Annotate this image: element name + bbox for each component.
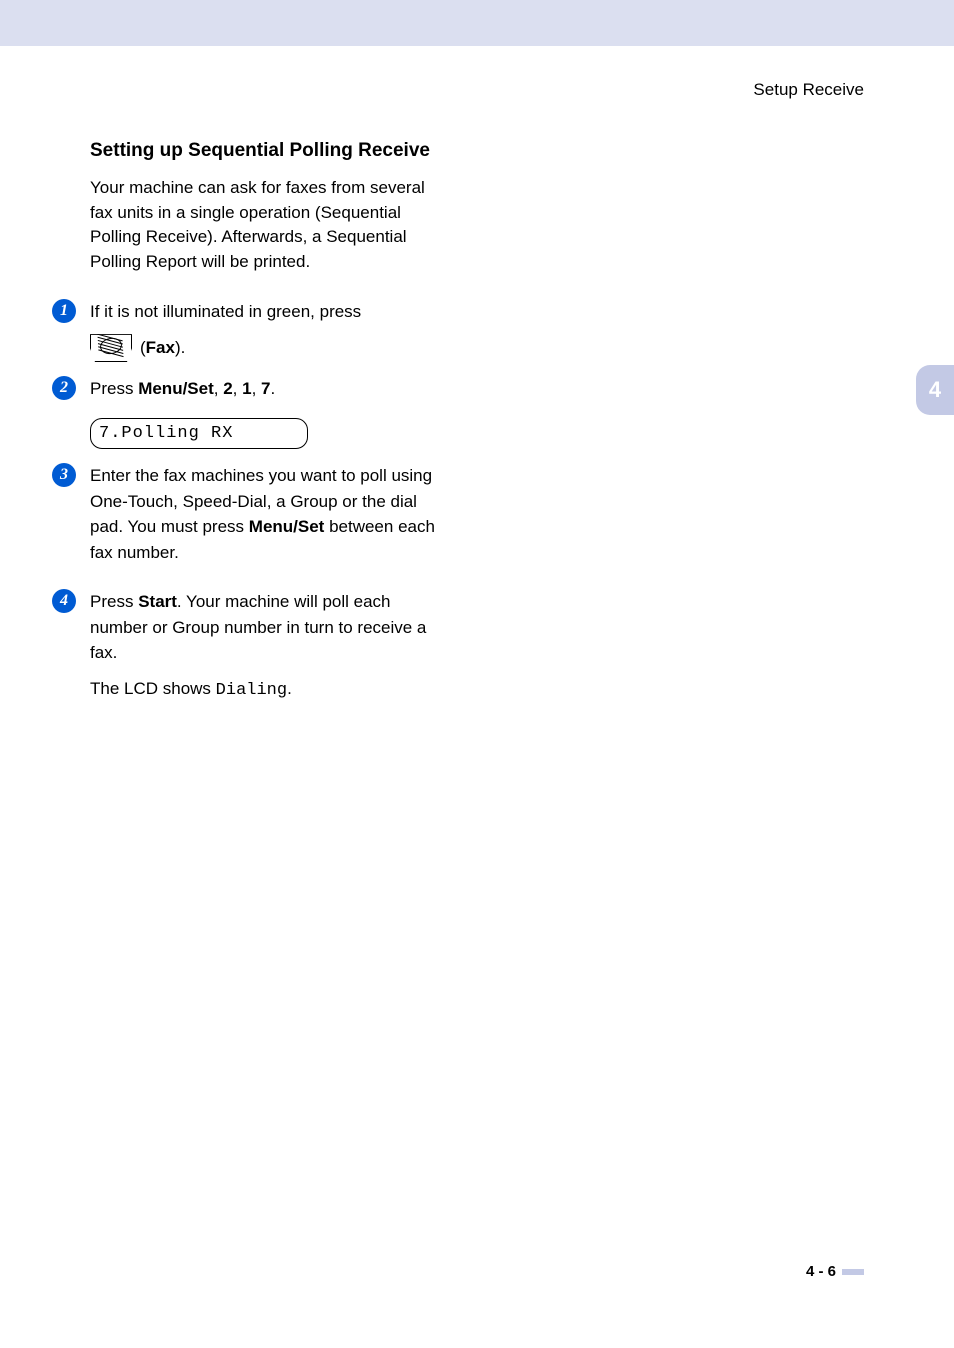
step-4: 4 Press Start. Your machine will poll ea… xyxy=(90,589,450,713)
step-4-body: Press Start. Your machine will poll each… xyxy=(90,589,450,713)
paren-close: ). xyxy=(175,338,185,357)
page-number-mark xyxy=(842,1269,864,1275)
step-1-fax-label: (Fax). xyxy=(140,335,185,361)
step-4-lcd-suffix: . xyxy=(287,679,292,698)
sep4: . xyxy=(271,379,276,398)
key-7: 7 xyxy=(261,379,270,398)
key-1: 1 xyxy=(242,379,251,398)
step-3: 3 Enter the fax machines you want to pol… xyxy=(90,463,450,575)
step-1-text: If it is not illuminated in green, press xyxy=(90,302,361,321)
sep: , xyxy=(214,379,223,398)
section-heading: Setting up Sequential Polling Receive xyxy=(90,140,450,162)
step-2-menuset: Menu/Set xyxy=(138,379,214,398)
chapter-name: Setup Receive xyxy=(753,80,864,100)
step-4-start: Start xyxy=(138,592,177,611)
sep3: , xyxy=(252,379,261,398)
step-1: 1 If it is not illuminated in green, pre… xyxy=(90,299,450,363)
sep2: , xyxy=(233,379,242,398)
fax-bold: Fax xyxy=(146,338,175,357)
step-3-body: Enter the fax machines you want to poll … xyxy=(90,463,450,575)
page-number: 4 - 6 xyxy=(806,1263,864,1280)
content-column: Setting up Sequential Polling Receive Yo… xyxy=(90,140,450,727)
page-number-text: 4 - 6 xyxy=(806,1263,836,1280)
step-2: 2 Press Menu/Set, 2, 1, 7. 7.Polling RX xyxy=(90,376,450,449)
step-4-lcd-prefix: The LCD shows xyxy=(90,679,216,698)
fax-icon xyxy=(90,334,132,362)
step-number-4: 4 xyxy=(52,589,76,613)
key-2: 2 xyxy=(223,379,232,398)
lcd-display: 7.Polling RX xyxy=(90,418,308,450)
step-number-2: 2 xyxy=(52,376,76,400)
step-2-press: Press xyxy=(90,379,138,398)
step-2-body: Press Menu/Set, 2, 1, 7. 7.Polling RX xyxy=(90,376,450,449)
step-1-body: If it is not illuminated in green, press… xyxy=(90,299,450,363)
side-chapter-tab: 4 xyxy=(916,365,954,415)
step-1-fax-line: (Fax). xyxy=(90,334,450,362)
step-3-menuset: Menu/Set xyxy=(249,517,325,536)
step-number-3: 3 xyxy=(52,463,76,487)
step-number-1: 1 xyxy=(52,299,76,323)
step-4-press: Press xyxy=(90,592,138,611)
intro-paragraph: Your machine can ask for faxes from seve… xyxy=(90,176,450,275)
step-4-dialing: Dialing xyxy=(216,681,287,700)
top-band xyxy=(0,0,954,46)
